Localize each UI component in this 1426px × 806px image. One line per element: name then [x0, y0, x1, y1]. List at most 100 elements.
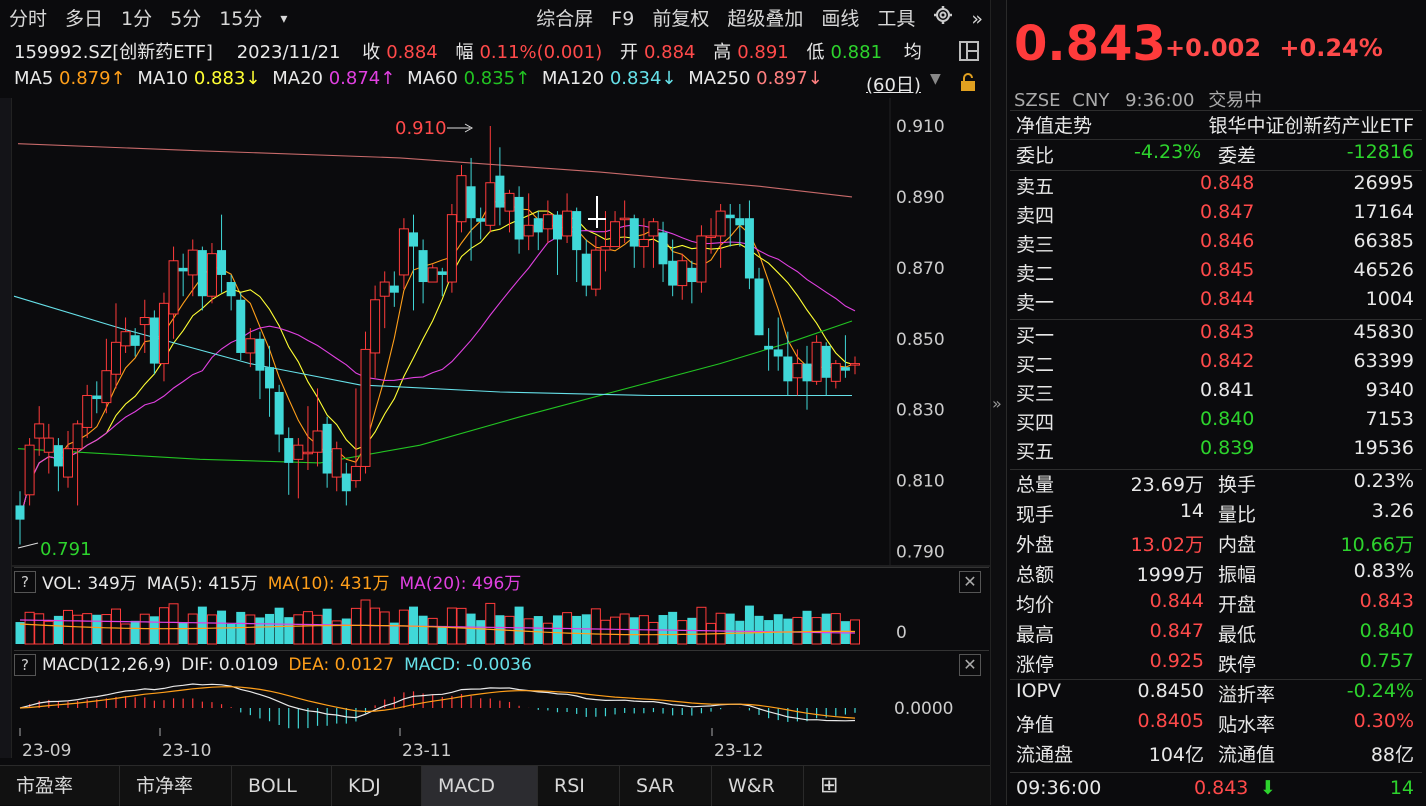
macd-chart[interactable]: 0.0000 23-09 23-10 23-11 23-12	[0, 678, 992, 765]
lock-icon[interactable]	[958, 72, 978, 97]
candle	[764, 328, 774, 371]
asks-row[interactable]: 卖四 0.847 17164	[1014, 201, 1414, 230]
tab-15min[interactable]: 15分	[219, 8, 263, 30]
high-label: 高	[713, 42, 732, 63]
volume-bar	[418, 615, 428, 644]
volume-bar	[293, 614, 304, 645]
forward-adjust-button[interactable]: 前复权	[652, 8, 710, 30]
candle	[677, 253, 688, 300]
tab-intraday[interactable]: 分时	[9, 8, 48, 30]
volume-bar	[322, 608, 332, 644]
tab-pe[interactable]: 市盈率	[0, 766, 120, 806]
stat-row: 总量 23.69万 换手 0.23%	[1014, 470, 1414, 499]
asks-row[interactable]: 卖一 0.844 1004	[1014, 288, 1414, 317]
stat-row: 涨停 0.925 跌停 0.757	[1014, 650, 1414, 679]
volume-bar	[629, 617, 639, 644]
asks-row[interactable]: 卖三 0.846 66385	[1014, 230, 1414, 259]
candle	[446, 204, 457, 293]
bids-row[interactable]: 买一 0.843 45830	[1014, 321, 1414, 350]
tab-wr[interactable]: W&R	[712, 766, 804, 806]
collapse-arrow-icon[interactable]: »	[992, 394, 1002, 413]
volume-bar	[350, 607, 361, 645]
panel-collapse-strip[interactable]: »	[990, 0, 1006, 805]
stat-value: 0.8450	[1137, 680, 1204, 702]
x-tick-label: 23-12	[714, 741, 763, 761]
wc-label: 委差	[1218, 145, 1257, 167]
tab-pb[interactable]: 市净率	[120, 766, 232, 806]
help-icon[interactable]: ?	[14, 653, 36, 676]
gear-icon[interactable]	[924, 0, 962, 38]
stat-label: 总额	[1016, 564, 1055, 586]
candle	[581, 239, 591, 297]
asks-row[interactable]: 卖五 0.848 26995	[1014, 172, 1414, 201]
bids-row[interactable]: 买五 0.839 19536	[1014, 437, 1414, 466]
bids-row[interactable]: 买四 0.840 7153	[1014, 408, 1414, 437]
vol-ma10: MA(10): 431万	[267, 574, 390, 594]
bids-row[interactable]: 买三 0.841 9340	[1014, 379, 1414, 408]
close-icon[interactable]: ✕	[959, 571, 981, 593]
candle	[600, 211, 611, 272]
nav-trend-row[interactable]: 净值走势 银华中证创新药产业ETF	[1014, 111, 1414, 140]
last-price: 0.843	[1014, 16, 1166, 72]
tools-button[interactable]: 工具	[877, 8, 916, 30]
tab-macd[interactable]: MACD	[422, 766, 538, 806]
stat-row: 均价 0.844 开盘 0.843	[1014, 590, 1414, 619]
chart-toolbar: 分时 多日 1分 5分 15分 ▾ 综合屏 F9 前复权 超级叠加 画线 工具 …	[0, 0, 992, 38]
tab-kdj[interactable]: KDJ	[332, 766, 422, 806]
candle	[72, 420, 83, 506]
volume-bar	[648, 621, 659, 645]
candle	[437, 267, 447, 297]
bids-price: 0.843	[1200, 321, 1255, 343]
y-tick-label: 0.830	[896, 401, 945, 421]
expand-icon[interactable]: »	[971, 8, 983, 30]
ma-dropdown-icon[interactable]: ▼	[930, 71, 941, 87]
volume-bar	[821, 613, 831, 644]
period-dropdown-icon[interactable]: ▾	[280, 11, 288, 27]
ma250-value: 0.897↓	[756, 68, 823, 89]
layout-icon[interactable]	[958, 40, 980, 67]
bids-row[interactable]: 买二 0.842 63399	[1014, 350, 1414, 379]
candle	[668, 239, 678, 297]
bar-info-line: 159992.SZ[创新药ETF] 2023/11/21 收 0.884 幅 0.1…	[0, 38, 992, 68]
candle	[245, 328, 256, 368]
tab-1min[interactable]: 1分	[121, 8, 153, 30]
draw-line-button[interactable]: 画线	[821, 8, 860, 30]
nav-trend-link[interactable]: 净值走势	[1016, 115, 1093, 137]
macd-params: MACD(12,26,9)	[42, 654, 172, 675]
stat-value: 0.847	[1149, 620, 1204, 642]
candle	[379, 271, 390, 329]
candle	[197, 246, 207, 311]
candle	[840, 335, 850, 378]
volume-bar	[514, 606, 524, 644]
ma5-label: MA5	[14, 68, 54, 89]
tab-boll[interactable]: BOLL	[232, 766, 332, 806]
volume-bar	[149, 616, 159, 644]
composite-screen-button[interactable]: 综合屏	[536, 8, 594, 30]
tab-rsi[interactable]: RSI	[538, 766, 620, 806]
tab-multiday[interactable]: 多日	[65, 8, 104, 30]
candlestick-chart[interactable]: 0.910 0.890 0.870 0.850 0.830 0.810 0.790 0.91…	[0, 98, 992, 568]
asks-row[interactable]: 卖二 0.845 46526	[1014, 259, 1414, 288]
tick-time: 09:36:00	[1016, 777, 1102, 799]
candle	[312, 388, 323, 467]
help-icon[interactable]: ?	[14, 570, 36, 593]
quote-time: 9:36:00	[1125, 90, 1195, 111]
candle	[687, 260, 697, 304]
super-overlay-button[interactable]: 超级叠加	[727, 8, 804, 30]
tab-sar[interactable]: SAR	[620, 766, 712, 806]
candle	[504, 189, 515, 233]
stat-label: 涨停	[1016, 654, 1055, 676]
close-icon[interactable]: ✕	[959, 654, 981, 676]
volume-chart[interactable]: 0	[0, 596, 992, 648]
tab-5min[interactable]: 5分	[170, 8, 202, 30]
ma-period-selector[interactable]: (60日)	[866, 75, 921, 96]
add-indicator-icon[interactable]: ⊞	[820, 773, 839, 798]
ma250-label: MA250	[688, 68, 751, 89]
macd-panel-header: ? MACD(12,26,9) DIF: 0.0109 DEA: 0.0127 …	[14, 650, 989, 678]
f9-button[interactable]: F9	[611, 8, 635, 30]
ma-legend: MA5 0.879↑ MA10 0.883↓ MA20 0.874↑ MA60 …	[0, 68, 992, 98]
volume-bar	[600, 619, 611, 645]
stat-value: 0.840	[1359, 620, 1414, 642]
left-side-strip[interactable]	[0, 98, 12, 758]
candle	[715, 204, 726, 268]
